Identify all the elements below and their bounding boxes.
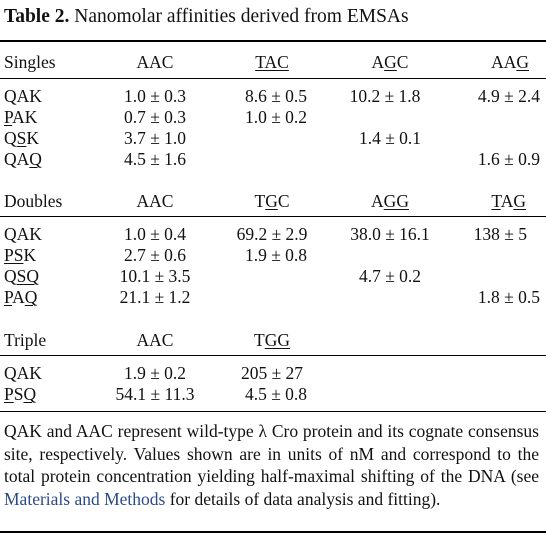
table-cell: 21.1 ± 1.2 [119,287,191,307]
table-cell: 1.0 ± 0.2 [244,107,308,127]
column-header: AAC [136,330,174,350]
bottom-rule [0,531,546,533]
table-cell: 10.2 ± 1.8 [349,86,421,106]
column-header: AAG [491,52,529,72]
row-name: QSQ [4,266,40,286]
column-header: TGC [254,191,290,211]
section-label-doubles: Doubles [4,191,63,211]
table-cell: 1.0 ± 0.4 [123,224,187,244]
table-cell: 1.4 ± 0.1 [358,128,422,148]
table-cell: 4.9 ± 2.4 [477,86,540,106]
column-header: AGC [371,52,409,72]
table-cell: 1.8 ± 0.5 [477,287,540,307]
table-cell: 4.5 ± 0.8 [244,384,308,404]
section-rule [0,78,546,79]
section-rule [0,355,546,356]
materials-methods-link[interactable]: Materials and Methods [4,488,166,509]
row-name: QSK [4,128,40,148]
section-label-singles: Singles [4,52,56,72]
table-bottom-rule [0,411,546,412]
table-title: Table 2. Nanomolar affinities derived fr… [4,6,409,28]
row-name: QAK [4,224,42,244]
table-cell: 138 ± 5 [473,224,527,244]
table-cell: 4.5 ± 1.6 [123,149,187,169]
row-name: QAK [4,86,42,106]
column-header: AGG [371,191,409,211]
table-cell: 205 ± 27 [240,363,304,383]
table-cell: 1.6 ± 0.9 [477,149,540,169]
section-label-triple: Triple [4,330,47,350]
top-rule [0,40,546,42]
column-header: AAC [136,191,174,211]
table-label: Table 2. [4,6,70,27]
row-name: QAQ [4,149,42,169]
column-header: AAC [136,52,174,72]
table-cell: 69.2 ± 2.9 [236,224,308,244]
row-name: PSK [4,245,37,265]
table-cell: 4.7 ± 0.2 [358,266,422,286]
table-footnote: QAK and AAC represent wild-type λ Cro pr… [4,420,539,510]
table-caption: Nanomolar affinities derived from EMSAs [74,6,409,27]
table-cell: 1.9 ± 0.2 [123,363,187,383]
row-name: PAQ [4,287,38,307]
row-name: PSQ [4,384,37,404]
row-name: PAK [4,107,38,127]
footnote-text-end: for details of data analysis and fitting… [165,488,441,509]
table-cell: 8.6 ± 0.5 [244,86,308,106]
table-cell: 38.0 ± 16.1 [350,224,430,244]
column-header: TGG [254,330,290,350]
column-header: TAG [491,191,526,211]
table-cell: 10.1 ± 3.5 [119,266,191,286]
column-header: TAC [255,52,289,72]
table-cell: 1.0 ± 0.3 [123,86,187,106]
section-rule [0,216,546,217]
row-name: QAK [4,363,42,383]
table-cell: 54.1 ± 11.3 [115,384,195,404]
table-cell: 1.9 ± 0.8 [244,245,308,265]
footnote-text: QAK and AAC represent wild-type λ Cro pr… [4,421,539,486]
table-cell: 3.7 ± 1.0 [123,128,187,148]
table-cell: 0.7 ± 0.3 [123,107,187,127]
table-cell: 2.7 ± 0.6 [123,245,187,265]
